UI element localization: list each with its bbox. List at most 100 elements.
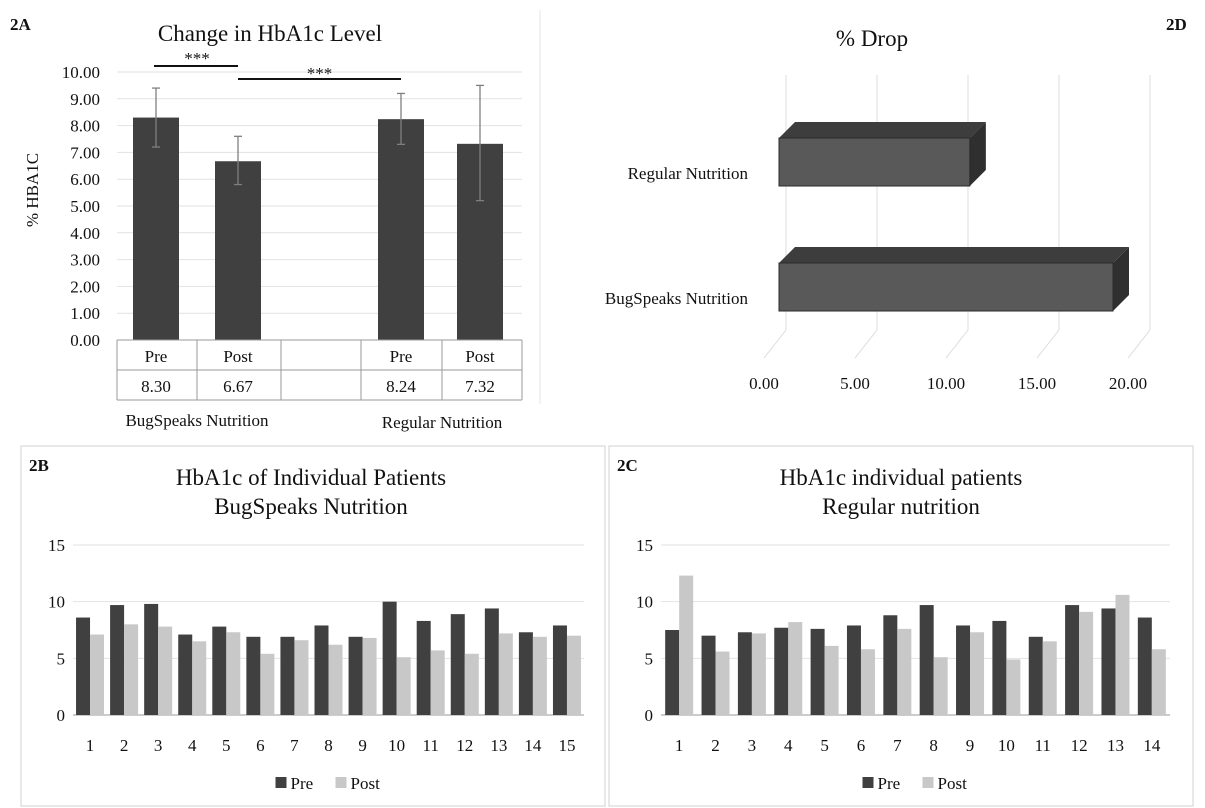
chart-2a-y-tick: 0.00 xyxy=(70,331,100,350)
chart-2d-bar xyxy=(778,137,971,187)
chart-2d-title: % Drop xyxy=(836,26,908,51)
chart-2c-bar-post xyxy=(751,633,766,715)
chart-2d-floor-gridline xyxy=(854,329,878,359)
chart-2a-y-tick: 4.00 xyxy=(70,224,100,243)
chart-2a-significance-label: *** xyxy=(307,64,333,83)
chart-2b-bar-pre xyxy=(110,605,125,715)
chart-2d-floor-gridline xyxy=(945,329,969,359)
chart-2b-x-tick: 14 xyxy=(524,736,542,755)
chart-2b-bar-post xyxy=(260,653,275,715)
chart-2b-legend-label: Pre xyxy=(291,774,314,793)
chart-2c-bar-post xyxy=(679,575,694,715)
chart-2b-bar-pre xyxy=(178,634,193,715)
chart-2b-bar-pre xyxy=(416,620,431,715)
chart-2c-x-tick: 1 xyxy=(675,736,684,755)
chart-2c-bar-pre xyxy=(1137,617,1152,715)
chart-2b-x-tick: 12 xyxy=(456,736,473,755)
chart-2b-bar-post xyxy=(294,640,309,715)
chart-2a-category-label: Post xyxy=(465,347,495,366)
chart-2a-data-label: 8.24 xyxy=(386,377,416,396)
chart-2c-bar-pre xyxy=(1028,636,1043,715)
chart-2b-bar-post xyxy=(566,635,581,715)
chart-2a-bar xyxy=(133,117,179,340)
chart-2c-bar-post xyxy=(1006,659,1021,715)
chart-2b-y-tick: 10 xyxy=(48,593,65,612)
chart-2b-x-tick: 10 xyxy=(388,736,405,755)
chart-2d-bar xyxy=(778,262,1114,312)
chart-2c-y-tick: 15 xyxy=(636,536,653,555)
chart-2b-bar-pre xyxy=(246,636,261,715)
chart-2b-x-tick: 11 xyxy=(423,736,439,755)
chart-2c-bar-pre xyxy=(1101,608,1116,715)
chart-2a-y-tick: 5.00 xyxy=(70,197,100,216)
chart-2a-data-label: 8.30 xyxy=(141,377,171,396)
chart-2a-category-label: Post xyxy=(223,347,253,366)
chart-2a-category-label: Pre xyxy=(390,347,413,366)
chart-2d-bar-top xyxy=(779,247,1129,263)
chart-2a-y-tick: 3.00 xyxy=(70,251,100,270)
panel-2b-frame xyxy=(20,445,606,807)
chart-2c-legend-label: Post xyxy=(938,774,968,793)
chart-2c-bar-pre xyxy=(737,632,752,715)
chart-2b-x-tick: 5 xyxy=(222,736,231,755)
chart-2c-x-tick: 11 xyxy=(1035,736,1051,755)
chart-2c-bar-post xyxy=(1079,611,1094,715)
chart-2a-y-tick: 6.00 xyxy=(70,170,100,189)
panel-2c-frame xyxy=(608,445,1194,807)
chart-2b-bar-post xyxy=(396,657,411,715)
panel-tag-2d: 2D xyxy=(1166,15,1187,34)
chart-2c-bar-post xyxy=(1151,649,1166,715)
chart-2a-data-label: 7.32 xyxy=(465,377,495,396)
chart-2b-bar-post xyxy=(124,624,139,715)
chart-2c-x-tick: 3 xyxy=(748,736,757,755)
chart-2c-bar-post xyxy=(715,651,730,715)
chart-2d-floor-gridline xyxy=(1127,329,1151,359)
chart-2c-bar-pre xyxy=(774,627,789,715)
chart-2c-bar-post xyxy=(788,622,803,715)
chart-2a-title: Change in HbA1c Level xyxy=(158,21,382,46)
chart-2c-legend-swatch xyxy=(922,777,934,788)
chart-2b-bar-pre xyxy=(450,614,465,715)
chart-2b-bar-pre xyxy=(348,636,363,715)
chart-2d-x-tick: 10.00 xyxy=(927,374,965,393)
chart-2c-x-tick: 5 xyxy=(820,736,829,755)
chart-2c-x-tick: 13 xyxy=(1107,736,1124,755)
chart-2c-bar-post xyxy=(897,628,912,715)
chart-2b-bar-pre xyxy=(144,603,159,715)
chart-2b-legend-swatch xyxy=(335,777,347,788)
chart-2c-y-tick: 10 xyxy=(636,593,653,612)
chart-2b-bar-pre xyxy=(484,608,499,715)
chart-2c-bar-pre xyxy=(992,620,1007,715)
chart-2b-y-tick: 5 xyxy=(57,649,66,668)
chart-2b-bar-pre xyxy=(552,625,567,715)
chart-2c-title-line1: HbA1c individual patients xyxy=(780,465,1023,490)
chart-2b-x-tick: 7 xyxy=(290,736,299,755)
chart-2b-bar-post xyxy=(90,634,105,715)
chart-2c-bar-pre xyxy=(846,625,861,715)
chart-2a-category-label: Pre xyxy=(145,347,168,366)
chart-2c-bar-pre xyxy=(701,635,716,715)
chart-2b-y-tick: 0 xyxy=(57,706,66,725)
chart-2d-bar-side xyxy=(1113,247,1129,311)
chart-2c-legend-label: Pre xyxy=(878,774,901,793)
chart-2b-x-tick: 3 xyxy=(154,736,163,755)
chart-2b-bar-post xyxy=(226,632,241,715)
chart-2b-x-tick: 9 xyxy=(358,736,367,755)
chart-2b-bar-pre xyxy=(518,632,533,715)
chart-2a-y-tick: 1.00 xyxy=(70,304,100,323)
panel-tag-2a: 2A xyxy=(10,15,32,34)
chart-2c-bar-pre xyxy=(919,605,934,715)
chart-2c-bar-post xyxy=(1115,594,1130,715)
chart-2a-y-tick: 7.00 xyxy=(70,143,100,162)
chart-2c-x-tick: 2 xyxy=(711,736,720,755)
chart-2b-x-tick: 6 xyxy=(256,736,265,755)
chart-2c-bar-pre xyxy=(810,628,825,715)
chart-2c-bar-post xyxy=(933,657,948,715)
chart-2c-y-tick: 0 xyxy=(645,706,654,725)
chart-2c-bar-post xyxy=(860,649,875,715)
chart-2b-bar-post xyxy=(158,626,173,715)
chart-2c-x-tick: 8 xyxy=(929,736,938,755)
chart-2b-x-tick: 1 xyxy=(86,736,95,755)
chart-2b-bar-pre xyxy=(314,625,329,715)
chart-2c-x-tick: 10 xyxy=(998,736,1015,755)
